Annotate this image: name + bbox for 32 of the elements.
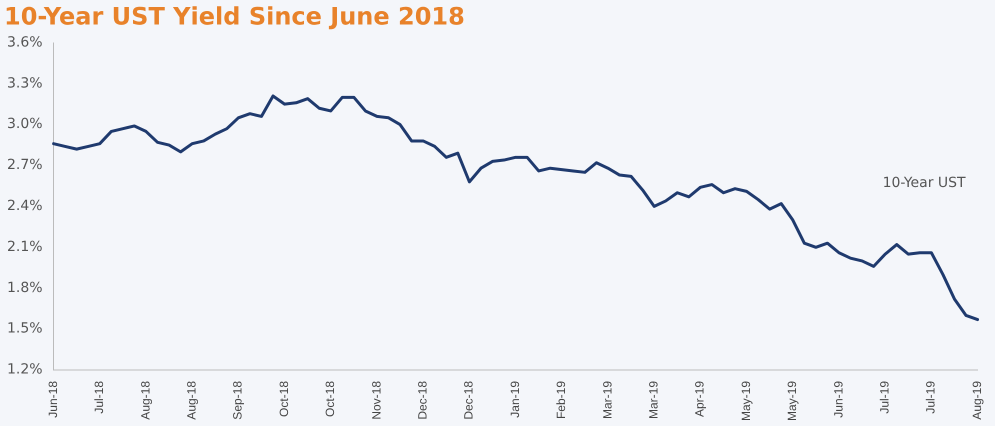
x-tick-label: Mar-19	[600, 380, 614, 419]
x-tick-label: Jun-18	[46, 380, 60, 418]
x-tick-label: Oct-18	[323, 380, 338, 417]
x-tick-label: Aug-19	[970, 380, 984, 420]
y-tick-label: 1.5%	[6, 320, 43, 337]
y-tick-label: 3.0%	[6, 116, 43, 132]
x-tick-label: Jun-19	[831, 380, 846, 418]
x-tick-label: May-19	[785, 380, 800, 421]
y-tick-label: 1.2%	[6, 362, 43, 378]
x-tick-label: Jul-19	[924, 380, 938, 414]
y-tick-label: 3.3%	[6, 75, 43, 92]
y-tick-label: 2.4%	[6, 198, 43, 214]
x-tick-label: Sep-18	[230, 380, 245, 420]
y-tick-label: 3.6%	[6, 34, 43, 50]
chart-title: 10-Year UST Yield Since June 2018	[4, 2, 465, 31]
x-tick-label: Oct-18	[276, 380, 291, 417]
x-tick-label: Dec-18	[462, 380, 476, 420]
text: 10-Year UST	[882, 175, 966, 192]
y-tick-label: 2.7%	[6, 157, 43, 174]
x-tick-label: May-19	[738, 380, 753, 421]
x-tick-label: Aug-18	[138, 380, 152, 420]
y-tick-label: 1.8%	[6, 280, 43, 296]
x-tick-label: Jul-19	[878, 380, 892, 414]
x-tick-label: Mar-19	[646, 380, 660, 419]
x-tick-label: Nov-18	[369, 380, 384, 420]
x-tick-label: Jan-19	[508, 380, 522, 418]
x-tick-label: Jul-18	[92, 380, 106, 414]
x-tick-label: Apr-19	[692, 380, 707, 418]
x-tick-label: Aug-18	[184, 380, 198, 420]
x-tick-label: Feb-19	[554, 380, 568, 420]
y-tick-label: 2.1%	[6, 238, 43, 255]
x-tick-label: Dec-18	[415, 380, 430, 420]
